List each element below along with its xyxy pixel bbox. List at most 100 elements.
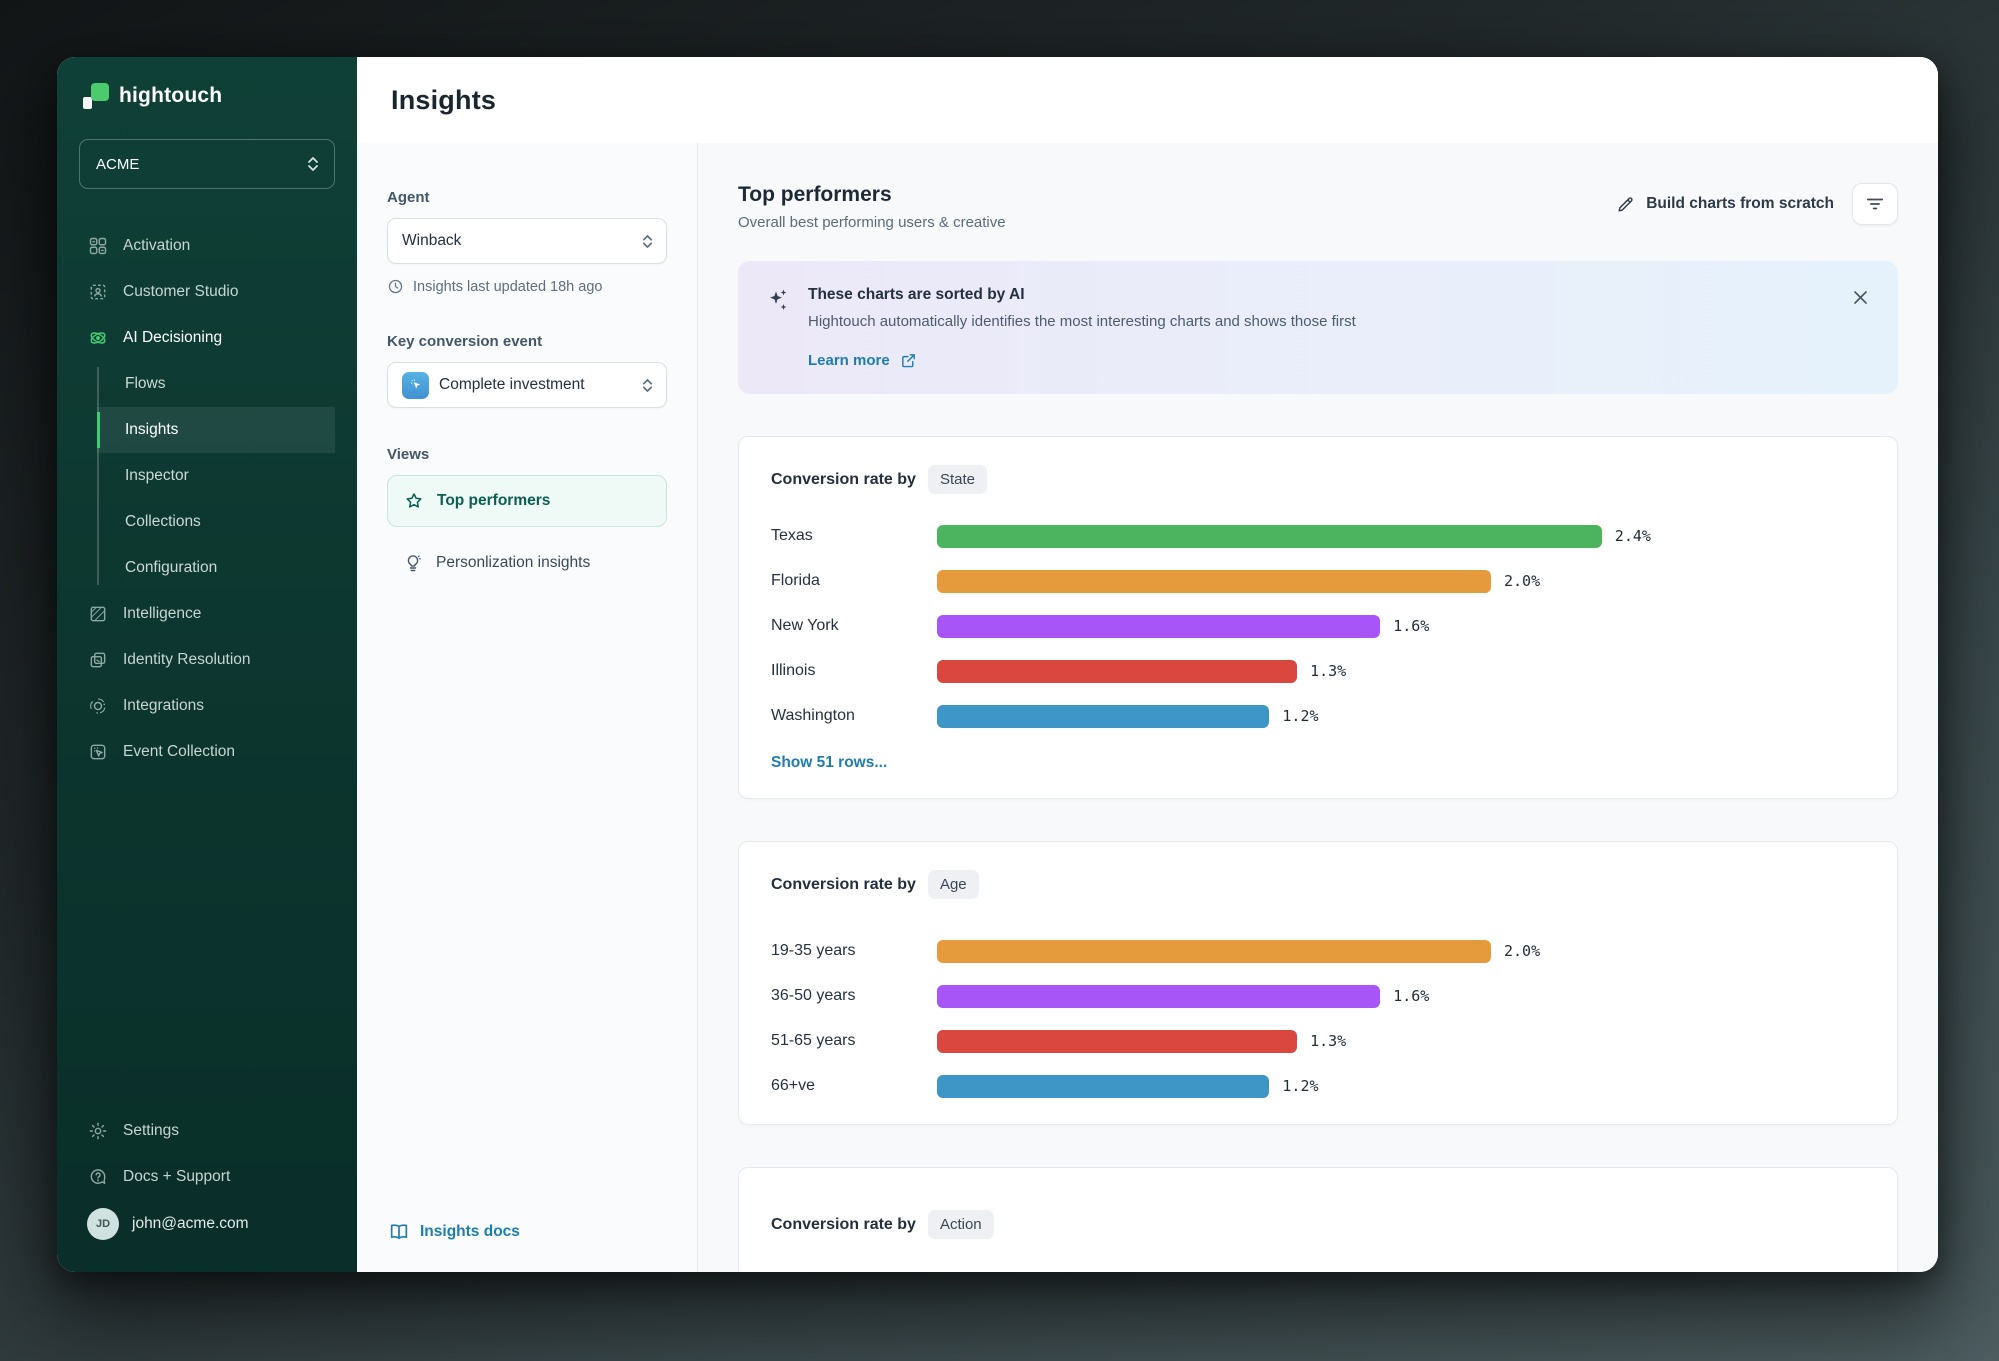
hightouch-logo: hightouch bbox=[79, 83, 335, 109]
sidebar-item-integrations[interactable]: Integrations bbox=[79, 683, 335, 729]
view-label: Personlization insights bbox=[436, 554, 591, 571]
ai-sorted-banner: These charts are sorted by AI Hightouch … bbox=[738, 261, 1898, 394]
sidebar-item-customer-studio[interactable]: Customer Studio bbox=[79, 269, 335, 315]
bar-chart-state: Texas 2.4% Florida 2.0% New York 1.6% bbox=[771, 524, 1865, 728]
activation-icon bbox=[87, 235, 109, 257]
bar[interactable] bbox=[937, 1074, 1270, 1098]
sidebar-item-collections[interactable]: Collections bbox=[97, 499, 335, 545]
bar-value: 1.6% bbox=[1393, 617, 1430, 635]
section-subtitle: Overall best performing users & creative bbox=[738, 214, 1006, 231]
sidebar-item-ai-decisioning[interactable]: AI Decisioning bbox=[79, 315, 335, 361]
build-charts-button[interactable]: Build charts from scratch bbox=[1616, 195, 1834, 214]
sidebar-item-docs-support[interactable]: Docs + Support bbox=[79, 1154, 335, 1200]
learn-more-label: Learn more bbox=[808, 352, 890, 369]
bar-row: Washington 1.2% bbox=[771, 704, 1865, 728]
views-label: Views bbox=[387, 446, 430, 463]
bar[interactable] bbox=[937, 1029, 1298, 1053]
bar-category-label: 66+ve bbox=[771, 1077, 816, 1094]
sidebar-item-label: Event Collection bbox=[123, 743, 236, 760]
customer-studio-icon bbox=[87, 281, 109, 303]
bar-row: Florida 2.0% bbox=[771, 569, 1865, 593]
bar[interactable] bbox=[937, 569, 1491, 593]
bar-category-label: New York bbox=[771, 617, 839, 634]
intelligence-icon bbox=[87, 603, 109, 625]
external-link-icon bbox=[900, 352, 917, 369]
user-email: john@acme.com bbox=[132, 1215, 249, 1232]
bar-value: 1.2% bbox=[1282, 1077, 1319, 1095]
key-event-label: Key conversion event bbox=[387, 333, 543, 350]
bar[interactable] bbox=[937, 524, 1602, 548]
workspace-selector[interactable]: ACME bbox=[79, 139, 335, 189]
bar-row: 36-50 years 1.6% bbox=[771, 984, 1865, 1008]
user-account[interactable]: JD john@acme.com bbox=[79, 1200, 335, 1248]
bar-row: New York 1.6% bbox=[771, 614, 1865, 638]
bar-row: Texas 2.4% bbox=[771, 524, 1865, 548]
sidebar-item-intelligence[interactable]: Intelligence bbox=[79, 591, 335, 637]
sidebar-item-label: Flows bbox=[125, 375, 166, 392]
last-updated: Insights last updated 18h ago bbox=[387, 278, 667, 295]
identity-resolution-icon bbox=[87, 649, 109, 671]
bar[interactable] bbox=[937, 659, 1298, 683]
bar[interactable] bbox=[937, 984, 1381, 1008]
page-title: Insights bbox=[391, 84, 497, 115]
ai-decisioning-subnav: Flows Insights Inspector Collections Con… bbox=[97, 361, 335, 591]
bar-chart-age: 19-35 years 2.0% 36-50 years 1.6% 51-65 … bbox=[771, 939, 1865, 1098]
dimension-badge[interactable]: Action bbox=[927, 1210, 994, 1239]
help-icon bbox=[87, 1166, 109, 1188]
sidebar-item-inspector[interactable]: Inspector bbox=[97, 453, 335, 499]
insights-docs-label: Insights docs bbox=[420, 1223, 520, 1240]
sidebar-item-activation[interactable]: Activation bbox=[79, 223, 335, 269]
filter-button[interactable] bbox=[1852, 183, 1898, 225]
sidebar-item-settings[interactable]: Settings bbox=[79, 1108, 335, 1154]
close-icon[interactable] bbox=[1846, 283, 1874, 311]
integrations-icon bbox=[87, 695, 109, 717]
banner-title: These charts are sorted by AI bbox=[808, 286, 1025, 303]
bar-category-label: Florida bbox=[771, 572, 820, 589]
sparkles-icon bbox=[766, 288, 790, 314]
sidebar-item-configuration[interactable]: Configuration bbox=[97, 545, 335, 591]
star-icon bbox=[404, 491, 424, 511]
book-icon bbox=[389, 1222, 409, 1242]
ai-decisioning-icon bbox=[87, 327, 109, 349]
key-event-select[interactable]: Complete investment bbox=[387, 362, 667, 408]
bar-category-label: 19-35 years bbox=[771, 942, 856, 959]
agent-select[interactable]: Winback bbox=[387, 218, 667, 264]
chart-title: Conversion rate by bbox=[771, 875, 916, 893]
chevron-up-down-icon bbox=[641, 233, 654, 250]
bar[interactable] bbox=[937, 614, 1381, 638]
sidebar-item-label: Inspector bbox=[125, 467, 189, 484]
sidebar-item-insights[interactable]: Insights bbox=[97, 407, 335, 453]
view-personalization-insights[interactable]: Personlization insights bbox=[387, 537, 667, 589]
insights-docs-link[interactable]: Insights docs bbox=[387, 1222, 667, 1242]
view-top-performers[interactable]: Top performers bbox=[387, 475, 667, 527]
last-updated-text: Insights last updated 18h ago bbox=[413, 278, 603, 295]
sidebar-item-identity-resolution[interactable]: Identity Resolution bbox=[79, 637, 335, 683]
sidebar-item-label: Identity Resolution bbox=[123, 651, 251, 668]
bar-row: Illinois 1.3% bbox=[771, 659, 1865, 683]
clock-icon bbox=[387, 278, 404, 295]
hightouch-logo-icon bbox=[83, 83, 109, 109]
bar[interactable] bbox=[937, 704, 1270, 728]
show-rows-link[interactable]: Show 51 rows... bbox=[771, 754, 888, 771]
bar-value: 1.3% bbox=[1310, 1032, 1347, 1050]
bar[interactable] bbox=[937, 939, 1491, 963]
app-window: hightouch ACME Activation Customer Studi… bbox=[57, 57, 1938, 1272]
chart-title: Conversion rate by bbox=[771, 1215, 916, 1233]
dimension-badge[interactable]: State bbox=[927, 465, 987, 494]
sidebar-item-flows[interactable]: Flows bbox=[97, 361, 335, 407]
pencil-icon bbox=[1616, 195, 1635, 214]
sidebar-item-label: Settings bbox=[123, 1122, 180, 1139]
section-title: Top performers bbox=[738, 183, 892, 206]
bar-row: 66+ve 1.2% bbox=[771, 1074, 1865, 1098]
sidebar-item-label: Docs + Support bbox=[123, 1168, 231, 1185]
sidebar-item-event-collection[interactable]: Event Collection bbox=[79, 729, 335, 775]
dimension-badge[interactable]: Age bbox=[927, 870, 979, 899]
chart-card-action: Conversion rate by Action bbox=[738, 1167, 1898, 1272]
bar-row: 51-65 years 1.3% bbox=[771, 1029, 1865, 1053]
learn-more-link[interactable]: Learn more bbox=[808, 352, 1356, 369]
sidebar-item-label: Collections bbox=[125, 513, 201, 530]
chart-title: Conversion rate by bbox=[771, 470, 916, 488]
bar-value: 2.4% bbox=[1614, 527, 1651, 545]
bar-row: 19-35 years 2.0% bbox=[771, 939, 1865, 963]
sidebar: hightouch ACME Activation Customer Studi… bbox=[57, 57, 357, 1272]
